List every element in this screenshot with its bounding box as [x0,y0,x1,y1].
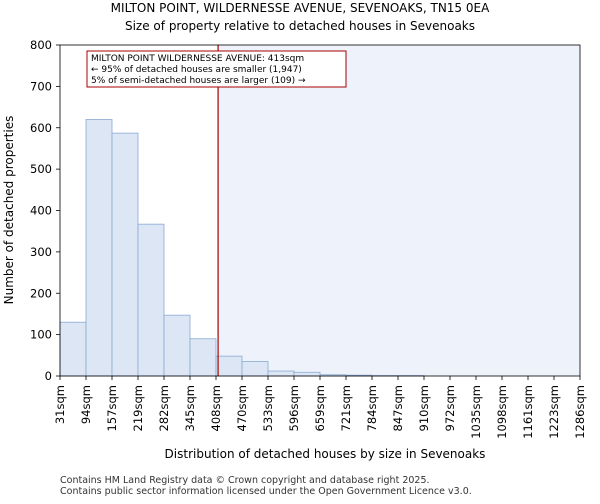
x-tick-label-596sqm: 596sqm [287,385,301,431]
y-tick-label-700: 700 [30,79,52,93]
x-tick-label-972sqm: 972sqm [443,385,457,431]
x-axis-label: Distribution of detached houses by size … [165,447,486,461]
bar-219sqm [138,224,164,376]
annotation-box: MILTON POINT WILDERNESSE AVENUE: 413sqm … [87,51,346,87]
bar-470sqm [242,362,268,376]
footer-line-2: Contains public sector information licen… [60,486,472,497]
bar-345sqm [190,339,216,376]
bar-596sqm [294,372,320,376]
x-tick-label-1098sqm: 1098sqm [495,385,509,439]
y-tick-label-600: 600 [30,121,52,135]
x-tick-label-721sqm: 721sqm [339,385,353,431]
y-tick-label-500: 500 [30,162,52,176]
x-tick-label-1286sqm: 1286sqm [573,385,587,439]
annotation-line-1: MILTON POINT WILDERNESSE AVENUE: 413sqm [91,54,304,64]
chart-title: MILTON POINT, WILDERNESSE AVENUE, SEVENO… [111,1,490,15]
x-tick-label-847sqm: 847sqm [391,385,405,431]
bar-408sqm [216,356,242,376]
y-tick-label-100: 100 [30,328,52,342]
x-tick-label-408sqm: 408sqm [209,385,223,431]
x-tick-label-31sqm: 31sqm [53,385,67,424]
x-tick-label-910sqm: 910sqm [417,385,431,431]
x-tick-label-345sqm: 345sqm [183,385,197,431]
x-tick-label-219sqm: 219sqm [131,385,145,431]
y-tick-label-800: 800 [30,38,52,52]
bar-157sqm [112,133,138,376]
x-tick-label-157sqm: 157sqm [105,385,119,431]
y-axis-label: Number of detached properties [2,116,16,305]
y-tick-label-300: 300 [30,245,52,259]
y-tick-label-0: 0 [45,369,52,383]
y-tick-label-400: 400 [30,204,52,218]
x-axis: 31sqm 94sqm 157sqm 219sqm 282sqm 345sqm 408sqm… [53,376,587,439]
x-tick-label-1223sqm: 1223sqm [547,385,561,439]
x-tick-label-282sqm: 282sqm [157,385,171,431]
x-tick-label-470sqm: 470sqm [235,385,249,431]
x-tick-label-1035sqm: 1035sqm [469,385,483,439]
x-tick-label-1161sqm: 1161sqm [521,385,535,439]
x-tick-label-659sqm: 659sqm [313,385,327,431]
x-tick-label-533sqm: 533sqm [261,385,275,431]
bar-533sqm [268,371,294,376]
x-tick-label-784sqm: 784sqm [365,385,379,431]
bar-94sqm [86,119,112,376]
highlight-region-layer [218,45,580,376]
annotation-line-3: 5% of semi-detached houses are larger (1… [91,76,306,86]
bar-31sqm [60,322,86,376]
chart-subtitle: Size of property relative to detached ho… [125,19,475,33]
annotation-line-2: ← 95% of detached houses are smaller (1,… [91,65,302,75]
x-tick-label-94sqm: 94sqm [79,385,93,424]
highlight-region [218,45,580,376]
bar-282sqm [164,315,190,376]
y-tick-label-200: 200 [30,286,52,300]
footer-line-1: Contains HM Land Registry data © Crown c… [60,475,430,486]
